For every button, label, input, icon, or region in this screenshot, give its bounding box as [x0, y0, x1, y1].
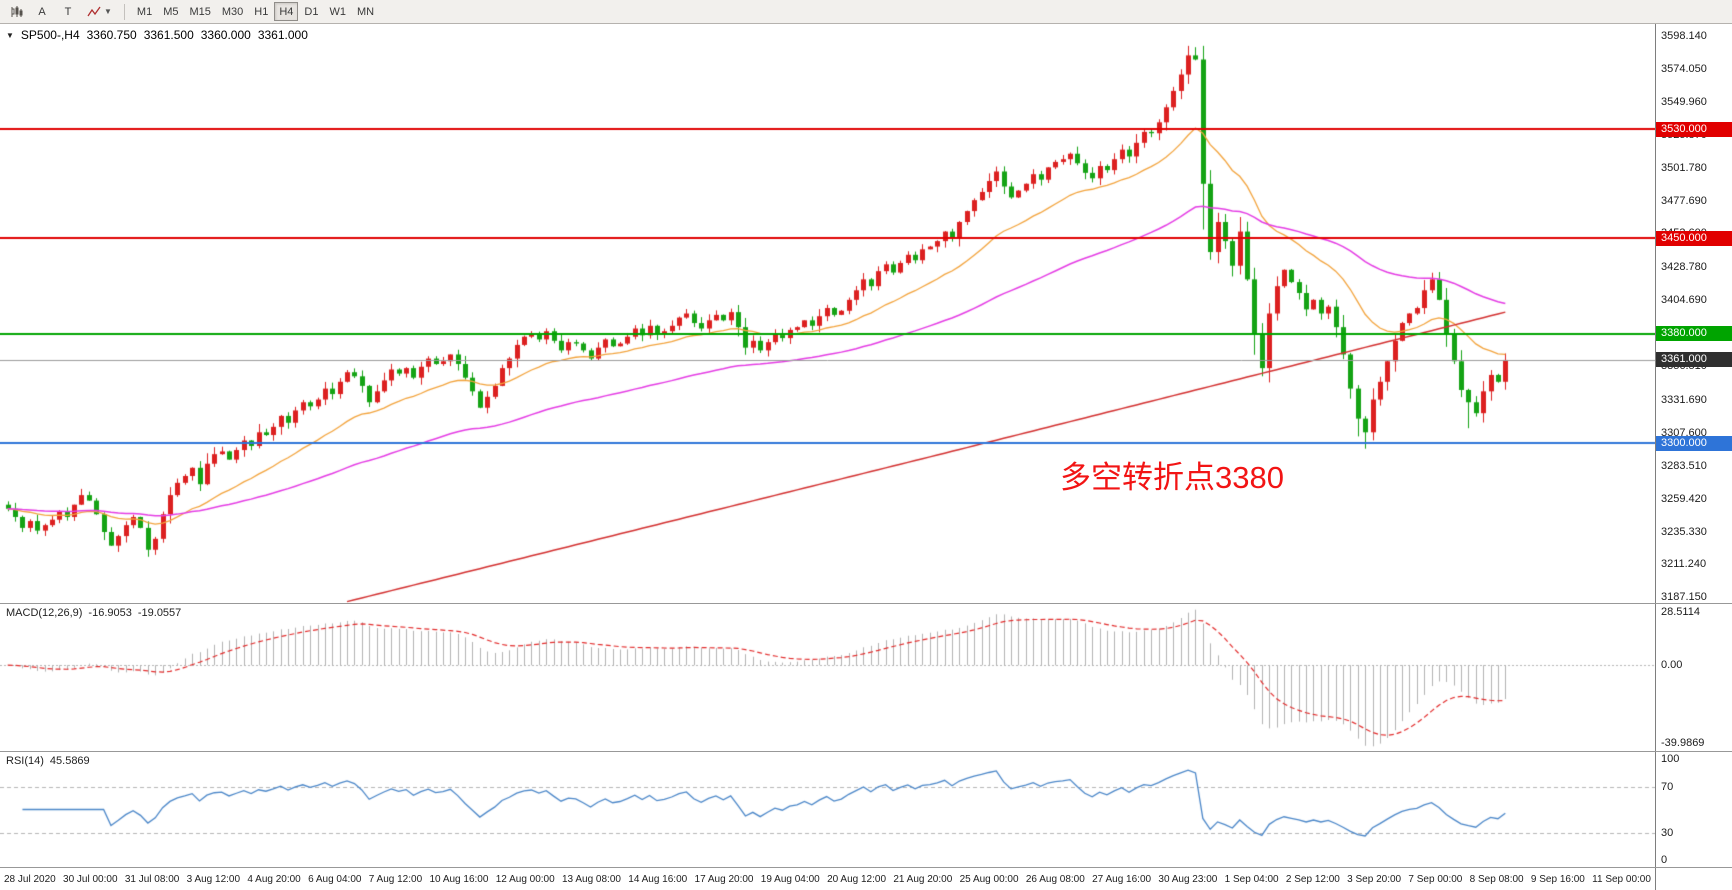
rsi-name: RSI(14) — [6, 755, 44, 767]
time-axis-label: 21 Aug 20:00 — [893, 873, 953, 885]
symbol-header: ▼ SP500-,H4 3360.750 3361.500 3360.000 3… — [6, 28, 308, 42]
price-tick-label: 3235.330 — [1661, 525, 1707, 538]
timeframe-button-m30[interactable]: M30 — [217, 2, 248, 21]
time-axis-label: 20 Aug 12:00 — [827, 873, 887, 885]
macd-indicator-pane: MACD(12,26,9) -16.9053 -19.0557 28.5114 0… — [0, 604, 1732, 752]
chart-type-button[interactable] — [4, 2, 28, 21]
macd-label: MACD(12,26,9) -16.9053 -19.0557 — [6, 607, 181, 619]
time-axis-label: 13 Aug 08:00 — [562, 873, 621, 885]
time-axis-label: 10 Aug 16:00 — [429, 873, 489, 885]
price-tick-label: 3259.420 — [1661, 492, 1707, 505]
timeframe-button-mn[interactable]: MN — [352, 2, 379, 21]
timeframe-button-w1[interactable]: W1 — [324, 2, 351, 21]
ohlc-close: 3361.000 — [257, 28, 308, 42]
time-axis-label: 3 Aug 12:00 — [186, 873, 241, 885]
price-level-badge: 3300.000 — [1656, 435, 1732, 451]
timeframe-button-h4[interactable]: H4 — [274, 2, 299, 21]
time-axis-label: 30 Aug 23:00 — [1158, 873, 1218, 885]
time-axis-label: 11 Sep 00:00 — [1592, 873, 1651, 885]
macd-chart-canvas[interactable] — [0, 604, 1655, 751]
indicators-dropdown-button[interactable]: ▼ — [82, 2, 117, 21]
price-level-badge: 3530.000 — [1656, 121, 1732, 137]
price-tick-label: 3404.690 — [1661, 294, 1707, 307]
time-axis-label: 4 Aug 20:00 — [247, 873, 301, 885]
time-axis-label: 7 Aug 12:00 — [368, 873, 423, 885]
toolbar-separator — [123, 3, 125, 20]
time-axis-label: 1 Sep 04:00 — [1224, 873, 1279, 885]
price-tick-label: 3549.960 — [1661, 95, 1707, 108]
collapse-arrow-icon[interactable]: ▼ — [6, 30, 14, 40]
price-tick-label: 3331.690 — [1661, 393, 1707, 406]
time-axis-labels: 28 Jul 2020 30 Jul 00:00 31 Jul 08:00 3 Aug… — [0, 868, 1655, 890]
timeframe-button-m5[interactable]: M5 — [158, 2, 183, 21]
price-tick-label: 3501.780 — [1661, 161, 1707, 174]
macd-main-value: -16.9053 — [88, 607, 132, 619]
rsi-label: RSI(14) 45.5869 — [6, 755, 90, 767]
price-tick-label: 3283.510 — [1661, 459, 1707, 472]
chart-text-annotation: 多空转折点3380 — [1060, 460, 1284, 495]
price-chart-pane: ▼ SP500-,H4 3360.750 3361.500 3360.000 3… — [0, 24, 1732, 604]
time-axis-label: 19 Aug 04:00 — [760, 873, 820, 885]
chevron-down-icon: ▼ — [104, 7, 112, 16]
price-tick-label: 3598.140 — [1661, 30, 1707, 43]
timeframe-button-m1[interactable]: M1 — [132, 2, 157, 21]
time-axis-label: 31 Jul 08:00 — [124, 873, 180, 885]
time-axis-label: 12 Aug 00:00 — [495, 873, 555, 885]
time-axis-label: 2 Sep 12:00 — [1285, 873, 1340, 885]
timeframe-button-group: M1 M5 M15 M30 H1 H4 D1 W1 MN — [132, 2, 379, 21]
time-axis-label: 7 Sep 00:00 — [1408, 873, 1463, 885]
price-tick-label: 3477.690 — [1661, 194, 1707, 207]
arrow-tool-button[interactable]: A — [30, 2, 54, 21]
price-level-badge: 3380.000 — [1656, 326, 1732, 342]
symbol-name: SP500-,H4 — [20, 28, 80, 42]
time-axis-label: 27 Aug 16:00 — [1092, 873, 1152, 885]
price-level-badge: 3361.000 — [1656, 352, 1732, 368]
rsi-axis-label: 100 — [1661, 753, 1680, 765]
time-axis-label: 3 Sep 20:00 — [1347, 873, 1402, 885]
rsi-axis-label: 0 — [1661, 854, 1668, 866]
timeframe-button-h1[interactable]: H1 — [249, 2, 273, 21]
ohlc-high: 3361.500 — [143, 28, 194, 42]
price-axis[interactable]: 3598.1403574.0503549.9603525.8703501.780… — [1655, 24, 1732, 603]
price-tick-label: 3428.780 — [1661, 261, 1707, 274]
macd-name: MACD(12,26,9) — [6, 607, 83, 619]
indicator-zigzag-icon — [87, 6, 101, 16]
timeframe-button-d1[interactable]: D1 — [299, 2, 323, 21]
price-tick-label: 3211.240 — [1661, 558, 1707, 571]
macd-axis-label: 28.5114 — [1661, 606, 1700, 618]
macd-axis-label: 0.00 — [1661, 659, 1683, 672]
time-axis-label: 28 Jul 2020 — [4, 873, 56, 885]
price-level-badge: 3450.000 — [1656, 230, 1732, 246]
time-axis-label: 17 Aug 20:00 — [694, 873, 754, 885]
price-chart-canvas[interactable] — [0, 24, 1655, 603]
rsi-axis: 100 70 30 0 — [1655, 752, 1732, 867]
chart-toolbar: A T ▼ M1 M5 M15 M30 H1 H4 D1 W1 MN — [0, 0, 1732, 24]
ohlc-low: 3360.000 — [200, 28, 251, 42]
rsi-indicator-pane: RSI(14) 45.5869 100 70 30 0 — [0, 752, 1732, 868]
candlestick-chart-icon — [11, 5, 23, 17]
timeframe-button-m15[interactable]: M15 — [184, 2, 215, 21]
rsi-axis-label: 70 — [1661, 780, 1674, 793]
time-axis-label: 30 Jul 00:00 — [63, 873, 118, 885]
price-tick-label: 3574.050 — [1661, 62, 1707, 75]
macd-axis: 28.5114 0.00 -39.9869 — [1655, 604, 1732, 751]
ohlc-open: 3360.750 — [86, 28, 137, 42]
text-tool-button[interactable]: T — [56, 2, 80, 21]
rsi-axis-label: 30 — [1661, 826, 1674, 839]
time-axis-label: 14 Aug 16:00 — [628, 873, 688, 885]
time-axis-label: 26 Aug 08:00 — [1025, 873, 1085, 885]
time-axis-corner — [1655, 868, 1732, 890]
macd-signal-value: -19.0557 — [137, 607, 182, 619]
price-tick-label: 3187.150 — [1661, 591, 1707, 604]
time-axis-label: 6 Aug 04:00 — [308, 873, 362, 885]
time-axis-label: 9 Sep 16:00 — [1530, 873, 1585, 885]
time-axis-label: 25 Aug 00:00 — [959, 873, 1019, 885]
time-axis: 28 Jul 2020 30 Jul 00:00 31 Jul 08:00 3 Aug… — [0, 868, 1732, 890]
rsi-chart-canvas[interactable] — [0, 752, 1655, 867]
rsi-value: 45.5869 — [49, 755, 90, 767]
macd-axis-label: -39.9869 — [1661, 737, 1705, 749]
time-axis-label: 8 Sep 08:00 — [1469, 873, 1524, 885]
